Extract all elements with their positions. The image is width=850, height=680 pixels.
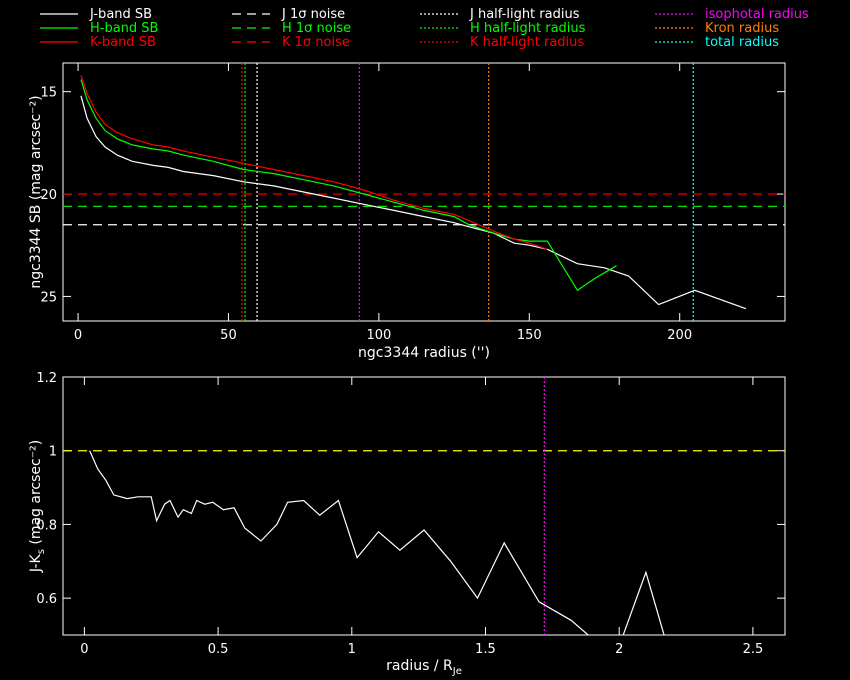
legend-label: H 1σ noise (282, 21, 351, 36)
legend-label: Kron radius (705, 21, 779, 36)
x-tick-label: 200 (667, 328, 692, 343)
legend-label: K-band SB (90, 35, 156, 50)
x-tick-label: 1.5 (475, 642, 496, 657)
legend-label: J 1σ noise (281, 7, 345, 22)
y-tick-label: 20 (40, 188, 57, 203)
y-axis-title: J-Ks (mag arcsec⁻²) (28, 440, 47, 573)
x-tick-label: 0 (80, 642, 88, 657)
x-tick-label: 2.5 (743, 642, 764, 657)
k-band-sb-series (80, 75, 548, 250)
plot-frame (62, 376, 786, 636)
x-tick-label: 0.5 (208, 642, 229, 657)
y-tick-label: 0.6 (36, 592, 57, 607)
y-tick-label: 0.8 (36, 518, 57, 533)
j-band-sb-series (80, 95, 747, 310)
x-tick-label: 150 (517, 328, 542, 343)
legend-label: K half-light radius (470, 35, 584, 50)
legend-label: J-band SB (89, 7, 152, 22)
x-tick-label: 50 (220, 328, 237, 343)
j-k-series (89, 450, 665, 635)
plot-area (63, 377, 785, 635)
legend-label: H-band SB (90, 21, 158, 36)
legend-label: K 1σ noise (282, 35, 350, 50)
x-tick-label: 2 (615, 642, 623, 657)
legend-label: total radius (705, 35, 779, 50)
x-tick-label: 0 (74, 328, 82, 343)
x-axis-title: radius / RJe (386, 658, 462, 677)
h-band-sb-series (80, 79, 617, 292)
y-tick-label: 25 (40, 290, 57, 305)
legend-label: J half-light radius (469, 7, 580, 22)
legend-label: H half-light radius (470, 21, 586, 36)
sb-profile-panel: 0 50 100 150 200 15 20 25 ngc3344 radius ('') ngc… (28, 62, 786, 361)
plot-frame (62, 62, 786, 322)
y-axis-title: ngc3344 SB (mag arcsec⁻²) (28, 95, 44, 288)
y-tick-label: 1 (49, 445, 57, 460)
x-axis-title: ngc3344 radius ('') (358, 345, 490, 361)
color-profile-panel: 0 0.5 1 1.5 2 2.5 0.6 0.8 1 1.2 radius / RJe J-Ks (… (28, 371, 786, 677)
x-tick-label: 100 (366, 328, 391, 343)
legend-label: isophotal radius (705, 7, 809, 22)
y-tick-label: 1.2 (36, 371, 57, 386)
y-tick-label: 15 (40, 86, 57, 101)
plot-area (63, 63, 785, 321)
x-tick-label: 1 (348, 642, 356, 657)
